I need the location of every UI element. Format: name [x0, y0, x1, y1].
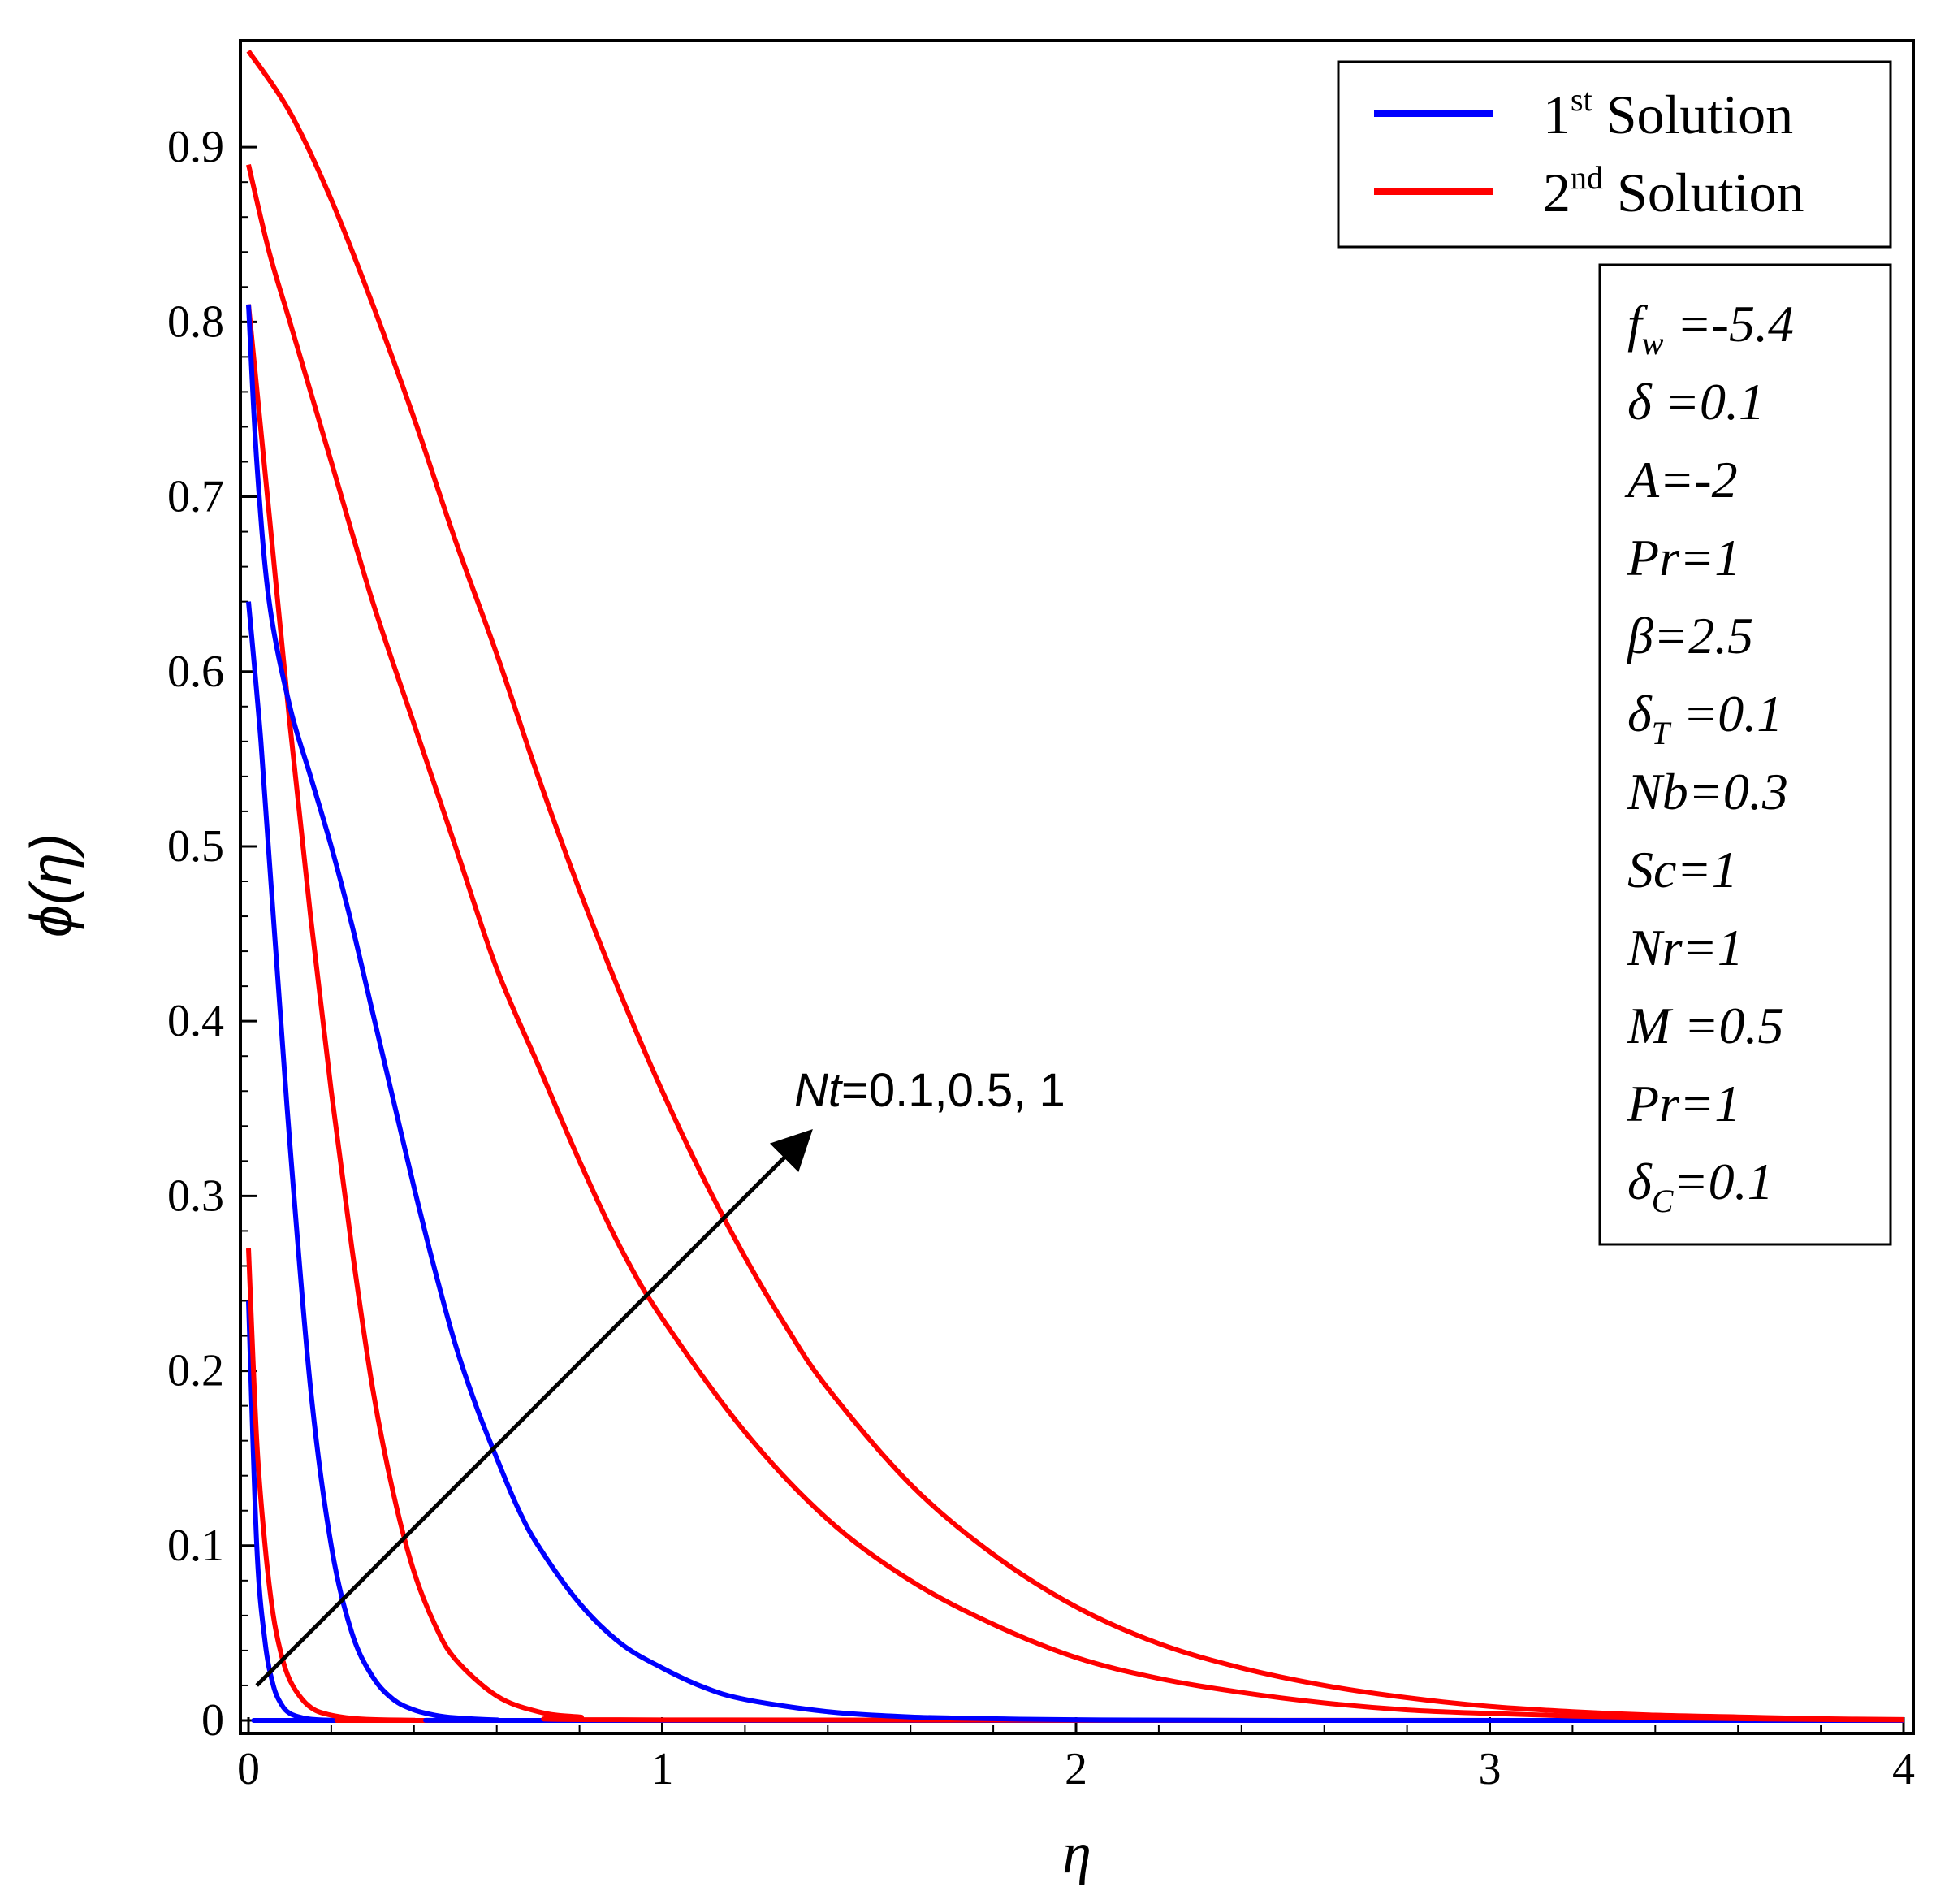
y-tick-label: 0	[201, 1695, 224, 1746]
x-tick-label: 3	[1479, 1744, 1502, 1794]
annotation-label-rest: =0.1,0.5, 1	[841, 1064, 1065, 1117]
parameter-subscript: T	[1652, 715, 1672, 751]
parameter-base: Sc=1	[1627, 841, 1738, 898]
parameter-line: Nr=1	[1627, 919, 1744, 976]
y-tick-label: 0.8	[167, 296, 224, 347]
parameter-base: A=-2	[1624, 451, 1738, 508]
parameter-rest: =0.1	[1670, 685, 1783, 742]
y-tick-label: 0.1	[167, 1521, 224, 1571]
parameter-base: Pr=1	[1627, 1075, 1740, 1132]
x-tick-label: 4	[1892, 1744, 1915, 1794]
parameter-base: β=2.5	[1626, 607, 1753, 664]
parameter-base: Pr=1	[1627, 529, 1740, 586]
parameter-line: Pr=1	[1627, 529, 1740, 586]
legend-label-text: Solution	[1592, 84, 1794, 145]
parameter-line: Sc=1	[1627, 841, 1738, 898]
parameter-line: δ =0.1	[1627, 373, 1765, 431]
legend-label-sup: nd	[1571, 159, 1603, 196]
annotation-arrow	[257, 1135, 807, 1685]
parameter-rest: =0.1	[1652, 373, 1765, 431]
y-tick-label: 0.7	[167, 472, 224, 522]
y-tick-label: 0.6	[167, 647, 224, 697]
parameter-box: fw =-5.4δ =0.1A=-2Pr=1β=2.5δT =0.1Nb=0.3…	[1600, 265, 1891, 1244]
parameter-line: β=2.5	[1626, 607, 1753, 664]
y-tick-label: 0.3	[167, 1171, 224, 1221]
parameter-line: δC=0.1	[1627, 1153, 1774, 1219]
parameter-subscript: w	[1642, 325, 1664, 361]
parameter-line: δT =0.1	[1627, 685, 1783, 751]
x-tick-label: 1	[651, 1744, 674, 1794]
annotation-label: Nt=0.1,0.5, 1	[794, 1064, 1065, 1117]
parameter-base: δ	[1627, 373, 1653, 431]
parameter-rest: =-5.4	[1663, 295, 1794, 353]
parameter-base: δ	[1627, 1153, 1653, 1210]
legend-label-base: 1	[1543, 84, 1571, 145]
legend: 1st Solution 2nd Solution	[1338, 62, 1891, 247]
y-tick-label: 0.5	[167, 821, 224, 872]
y-axis-title: ϕ(η)	[19, 833, 84, 937]
parameter-rest: =0.5	[1670, 997, 1783, 1054]
parameter-base: Nr=1	[1627, 919, 1744, 976]
y-tick-label: 0.2	[167, 1346, 224, 1396]
y-tick-label: 0.9	[167, 122, 224, 172]
parameter-line: M =0.5	[1627, 997, 1784, 1054]
parameter-subscript: C	[1652, 1183, 1675, 1219]
series-line	[248, 1248, 1904, 1720]
parameter-base: Nb=0.3	[1627, 763, 1788, 820]
parameter-base: δ	[1627, 685, 1653, 742]
parameter-line: Pr=1	[1627, 1075, 1740, 1132]
chart: 0 0.1 0.2 0.3 0.4 0.5 0.6 0.7 0.8 0.9 0 1 2 3 4 η ϕ(η)…	[0, 0, 1949, 1904]
parameter-line: Nb=0.3	[1627, 763, 1788, 820]
legend-label-text: Solution	[1603, 162, 1804, 223]
x-tick-label: 0	[237, 1744, 260, 1794]
parameter-line: A=-2	[1624, 451, 1738, 508]
legend-label-sup: st	[1571, 81, 1592, 118]
x-tick-label: 2	[1065, 1744, 1087, 1794]
parameter-rest: =0.1	[1673, 1153, 1773, 1210]
annotation-label-italic: Nt	[794, 1064, 844, 1117]
y-tick-label: 0.4	[167, 996, 224, 1046]
legend-label-base: 2	[1543, 162, 1571, 223]
x-axis-title: η	[1062, 1820, 1091, 1885]
parameter-base: M	[1627, 997, 1674, 1054]
